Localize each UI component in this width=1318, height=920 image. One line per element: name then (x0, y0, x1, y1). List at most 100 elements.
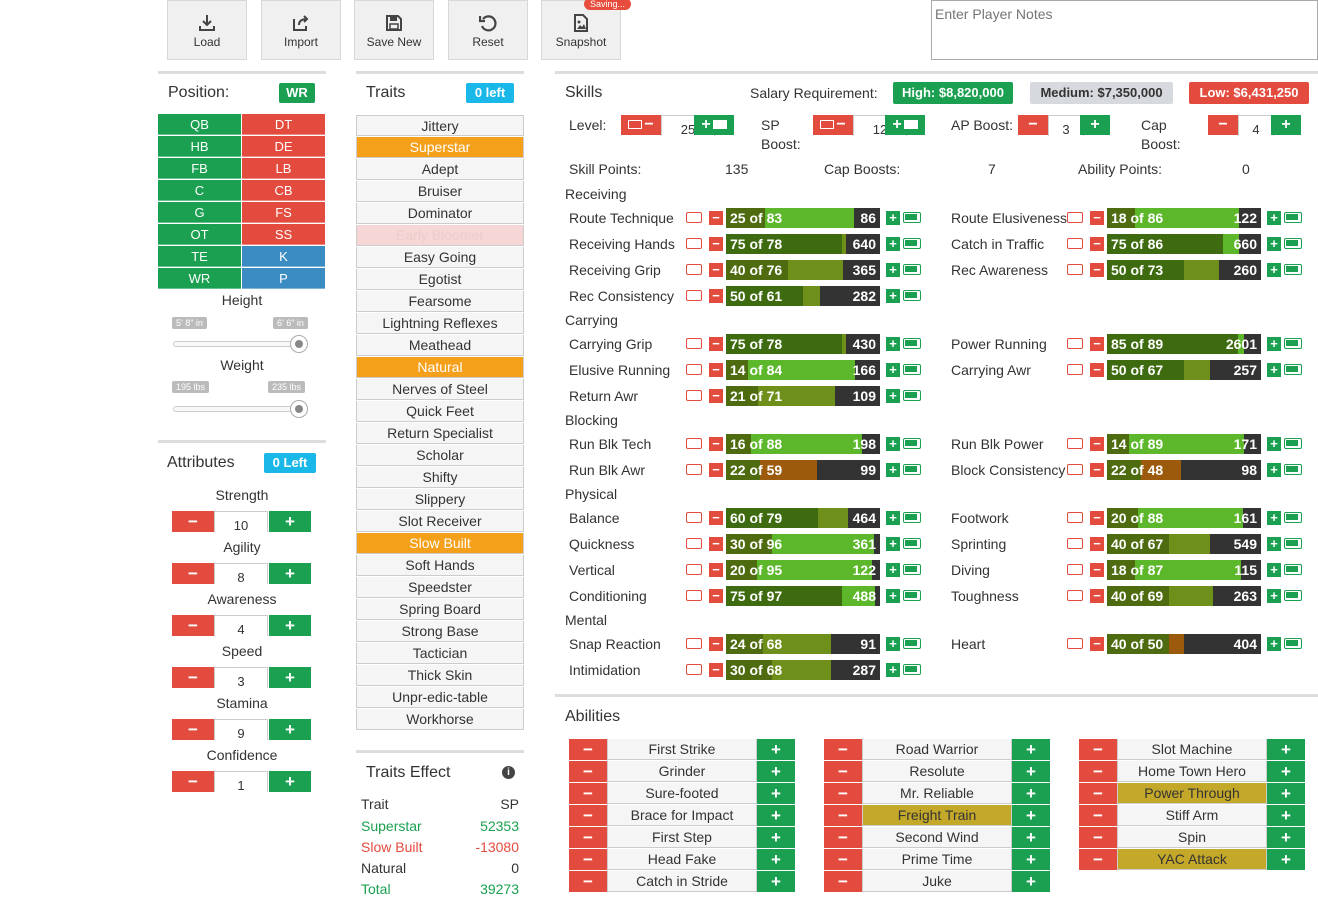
speed-minus-button[interactable]: − (172, 667, 214, 688)
ability-minus-button[interactable]: − (824, 805, 862, 826)
skill-minus-button[interactable]: − (1090, 237, 1104, 251)
ability-name[interactable]: Stiff Arm (1117, 805, 1267, 826)
skill-plus-button[interactable]: + (1267, 563, 1281, 577)
agility-minus-button[interactable]: − (172, 563, 214, 584)
full-battery-icon[interactable] (1284, 512, 1302, 523)
empty-battery-icon[interactable] (686, 290, 702, 301)
skill-minus-button[interactable]: − (709, 237, 723, 251)
trait-adept[interactable]: Adept (356, 159, 524, 180)
empty-battery-icon[interactable] (686, 638, 702, 649)
skill-plus-button[interactable]: + (1267, 337, 1281, 351)
trait-speedster[interactable]: Speedster (356, 577, 524, 598)
ap-boost-plus-button[interactable]: + (1080, 115, 1110, 135)
ability-plus-button[interactable]: + (1267, 849, 1305, 870)
skill-plus-button[interactable]: + (886, 663, 900, 677)
skill-minus-button[interactable]: − (1090, 637, 1104, 651)
ability-plus-button[interactable]: + (1012, 849, 1050, 870)
snapshot-button[interactable]: Saving... Snapshot (541, 0, 632, 60)
position-fb-button[interactable]: FB (158, 158, 241, 179)
full-battery-icon[interactable] (903, 538, 921, 549)
reset-button[interactable]: Reset (448, 0, 528, 60)
empty-battery-icon[interactable] (686, 364, 702, 375)
save-new-button[interactable]: Save New (354, 0, 434, 60)
ability-name[interactable]: Resolute (862, 761, 1012, 782)
ability-name[interactable]: Slot Machine (1117, 739, 1267, 760)
load-button[interactable]: Load (167, 0, 247, 60)
empty-battery-icon[interactable] (1067, 264, 1083, 275)
empty-battery-icon[interactable] (1067, 212, 1083, 223)
full-battery-icon[interactable] (903, 338, 921, 349)
awareness-minus-button[interactable]: − (172, 615, 214, 636)
empty-battery-icon[interactable] (686, 390, 702, 401)
trait-egotist[interactable]: Egotist (356, 269, 524, 290)
weight-slider[interactable] (173, 406, 303, 412)
trait-return-specialist[interactable]: Return Specialist (356, 423, 524, 444)
speed-plus-button[interactable]: + (269, 667, 311, 688)
skill-plus-button[interactable]: + (886, 511, 900, 525)
ability-plus-button[interactable]: + (757, 761, 795, 782)
skill-plus-button[interactable]: + (1267, 637, 1281, 651)
ability-minus-button[interactable]: − (569, 805, 607, 826)
full-battery-icon[interactable] (903, 390, 921, 401)
skill-plus-button[interactable]: + (886, 537, 900, 551)
ability-name[interactable]: First Strike (607, 739, 757, 760)
position-c-button[interactable]: C (158, 180, 241, 201)
position-ss-button[interactable]: SS (242, 224, 325, 245)
skill-minus-button[interactable]: − (1090, 211, 1104, 225)
ability-minus-button[interactable]: − (1079, 739, 1117, 760)
skill-minus-button[interactable]: − (709, 511, 723, 525)
skill-plus-button[interactable]: + (1267, 463, 1281, 477)
empty-battery-icon[interactable] (686, 590, 702, 601)
ability-minus-button[interactable]: − (1079, 783, 1117, 804)
skill-minus-button[interactable]: − (709, 363, 723, 377)
skill-plus-button[interactable]: + (886, 263, 900, 277)
ability-plus-button[interactable]: + (1267, 761, 1305, 782)
ability-minus-button[interactable]: − (1079, 827, 1117, 848)
player-notes-input[interactable] (931, 0, 1318, 60)
empty-battery-icon[interactable] (686, 238, 702, 249)
full-battery-icon[interactable] (903, 564, 921, 575)
position-fs-button[interactable]: FS (242, 202, 325, 223)
agility-plus-button[interactable]: + (269, 563, 311, 584)
skill-minus-button[interactable]: − (1090, 537, 1104, 551)
empty-battery-icon[interactable] (686, 264, 702, 275)
weight-slider-handle[interactable] (290, 400, 308, 418)
awareness-plus-button[interactable]: + (269, 615, 311, 636)
trait-tactician[interactable]: Tactician (356, 643, 524, 664)
ability-plus-button[interactable]: + (757, 849, 795, 870)
confidence-plus-button[interactable]: + (269, 771, 311, 792)
ability-plus-button[interactable]: + (1012, 739, 1050, 760)
ability-plus-button[interactable]: + (1012, 761, 1050, 782)
ability-name[interactable]: Freight Train (862, 805, 1012, 826)
ability-name[interactable]: Head Fake (607, 849, 757, 870)
skill-minus-button[interactable]: − (1090, 563, 1104, 577)
skill-plus-button[interactable]: + (886, 463, 900, 477)
ability-minus-button[interactable]: − (569, 827, 607, 848)
ability-name[interactable]: Spin (1117, 827, 1267, 848)
skill-minus-button[interactable]: − (1090, 589, 1104, 603)
sp-boost-plus-button[interactable]: + (885, 115, 925, 135)
skill-minus-button[interactable]: − (709, 437, 723, 451)
trait-meathead[interactable]: Meathead (356, 335, 524, 356)
empty-battery-icon[interactable] (1067, 438, 1083, 449)
ability-plus-button[interactable]: + (757, 783, 795, 804)
full-battery-icon[interactable] (1284, 212, 1302, 223)
ability-name[interactable]: Road Warrior (862, 739, 1012, 760)
position-hb-button[interactable]: HB (158, 136, 241, 157)
skill-minus-button[interactable]: − (709, 637, 723, 651)
trait-early-bloomer[interactable]: Early Bloomer (356, 225, 524, 246)
empty-battery-icon[interactable] (686, 664, 702, 675)
trait-natural[interactable]: Natural (356, 357, 524, 378)
skill-minus-button[interactable]: − (1090, 463, 1104, 477)
empty-battery-icon[interactable] (1067, 538, 1083, 549)
ability-name[interactable]: Sure-footed (607, 783, 757, 804)
full-battery-icon[interactable] (1284, 590, 1302, 601)
skill-minus-button[interactable]: − (1090, 511, 1104, 525)
empty-battery-icon[interactable] (1067, 338, 1083, 349)
ability-plus-button[interactable]: + (1012, 783, 1050, 804)
import-button[interactable]: Import (261, 0, 341, 60)
empty-battery-icon[interactable] (686, 438, 702, 449)
info-icon[interactable]: i (502, 766, 515, 779)
skill-plus-button[interactable]: + (1267, 537, 1281, 551)
skill-plus-button[interactable]: + (886, 589, 900, 603)
